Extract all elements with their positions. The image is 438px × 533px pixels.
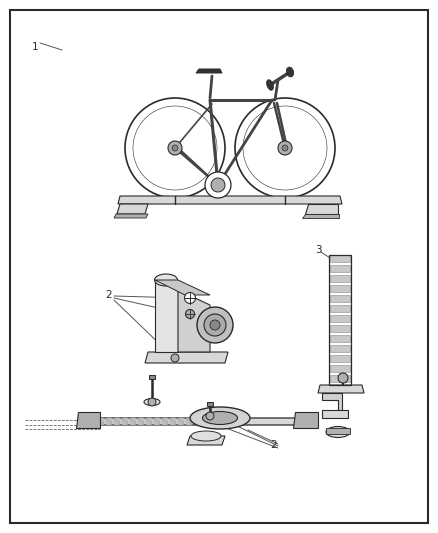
Circle shape — [211, 178, 225, 192]
Bar — [330, 375, 350, 382]
Circle shape — [184, 293, 195, 303]
Polygon shape — [114, 214, 148, 218]
Ellipse shape — [155, 274, 177, 286]
Ellipse shape — [267, 80, 273, 90]
Polygon shape — [322, 393, 342, 415]
Polygon shape — [322, 410, 348, 418]
Circle shape — [278, 141, 292, 155]
Ellipse shape — [191, 431, 221, 441]
Polygon shape — [187, 436, 225, 445]
Polygon shape — [106, 418, 112, 425]
Ellipse shape — [190, 407, 250, 429]
Polygon shape — [186, 418, 192, 425]
Bar — [330, 305, 350, 312]
Polygon shape — [82, 418, 88, 425]
Polygon shape — [155, 280, 178, 352]
Circle shape — [204, 314, 226, 336]
Circle shape — [125, 98, 225, 198]
Bar — [326, 428, 350, 434]
Circle shape — [133, 106, 217, 190]
Polygon shape — [162, 418, 168, 425]
Circle shape — [210, 320, 220, 330]
Polygon shape — [178, 418, 184, 425]
Circle shape — [205, 172, 231, 198]
Polygon shape — [305, 204, 338, 214]
Bar — [330, 325, 350, 332]
Bar — [330, 345, 350, 352]
Bar — [330, 275, 350, 282]
Polygon shape — [114, 418, 120, 425]
Ellipse shape — [202, 411, 237, 424]
Polygon shape — [76, 412, 100, 428]
Text: 2: 2 — [105, 290, 112, 300]
Bar — [329, 255, 351, 385]
Polygon shape — [178, 290, 210, 352]
Bar — [149, 375, 155, 379]
Bar — [330, 355, 350, 362]
Ellipse shape — [144, 399, 160, 406]
Circle shape — [235, 98, 335, 198]
Polygon shape — [118, 196, 342, 204]
Polygon shape — [154, 418, 160, 425]
Polygon shape — [302, 214, 339, 218]
Circle shape — [338, 373, 348, 383]
Polygon shape — [130, 418, 136, 425]
Polygon shape — [170, 418, 176, 425]
Polygon shape — [78, 418, 298, 425]
Polygon shape — [98, 418, 104, 425]
Polygon shape — [122, 418, 128, 425]
Circle shape — [282, 145, 288, 151]
Bar — [330, 335, 350, 342]
Polygon shape — [196, 69, 222, 73]
Circle shape — [206, 412, 214, 420]
Bar — [330, 255, 350, 262]
Circle shape — [171, 354, 179, 362]
Polygon shape — [318, 385, 364, 393]
Bar — [330, 285, 350, 292]
Bar — [207, 402, 213, 406]
Circle shape — [186, 310, 194, 319]
Text: 3: 3 — [315, 245, 321, 255]
Polygon shape — [138, 418, 144, 425]
Ellipse shape — [286, 67, 293, 77]
Bar — [330, 295, 350, 302]
Text: 1: 1 — [32, 42, 39, 52]
Text: 2: 2 — [270, 440, 277, 450]
Polygon shape — [155, 280, 210, 295]
Bar — [330, 265, 350, 272]
Circle shape — [168, 141, 182, 155]
Polygon shape — [293, 412, 318, 428]
Polygon shape — [145, 352, 228, 363]
Ellipse shape — [326, 426, 350, 438]
Bar — [330, 365, 350, 372]
Polygon shape — [146, 418, 152, 425]
Polygon shape — [90, 418, 96, 425]
Circle shape — [197, 307, 233, 343]
Circle shape — [243, 106, 327, 190]
Circle shape — [172, 145, 178, 151]
Circle shape — [148, 398, 156, 406]
Bar — [330, 315, 350, 322]
Polygon shape — [117, 204, 148, 214]
